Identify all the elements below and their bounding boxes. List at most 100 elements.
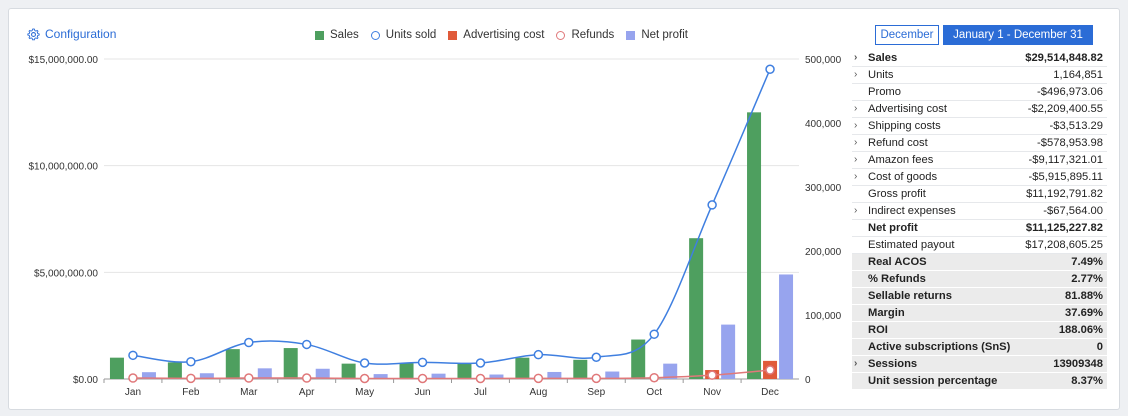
point-units-sold xyxy=(186,356,196,367)
line-units-sold xyxy=(132,68,771,365)
chevron-right-icon[interactable]: › xyxy=(854,69,858,80)
point-units-sold xyxy=(417,357,428,368)
summary-label: Active subscriptions (SnS) xyxy=(868,341,1011,353)
bar-net-profit xyxy=(199,373,214,379)
right-axis-tick-label: 200,000 xyxy=(805,247,842,258)
bar-net-profit xyxy=(605,371,620,379)
legend-refunds[interactable]: Refunds xyxy=(556,29,614,41)
summary-value: -$67,564.00 xyxy=(1043,205,1103,217)
point-units-sold xyxy=(359,358,370,368)
legend-advertising-cost[interactable]: Advertising cost xyxy=(448,29,544,41)
december-button[interactable]: December xyxy=(875,25,939,45)
bar-sales xyxy=(747,112,762,379)
point-units-sold xyxy=(649,329,659,339)
x-axis-tick-label: Jan xyxy=(125,387,141,398)
legend-label-units-sold: Units sold xyxy=(385,29,437,41)
right-axis-tick-label: 500,000 xyxy=(805,55,842,66)
summary-label: Gross profit xyxy=(868,188,926,200)
summary-value: 8.37% xyxy=(1071,375,1103,387)
date-range-button[interactable]: January 1 - December 31 xyxy=(943,25,1093,45)
summary-row[interactable]: › Amazon fees -$9,117,321.01 xyxy=(852,152,1107,169)
x-axis-tick-label: Jun xyxy=(414,387,430,398)
bar-sales xyxy=(341,363,356,379)
legend-swatch-refunds xyxy=(556,30,566,40)
summary-value: 13909348 xyxy=(1053,358,1103,370)
bar-net-profit xyxy=(547,371,562,379)
bar-sales xyxy=(167,362,182,379)
legend-sales[interactable]: Sales xyxy=(315,29,359,41)
configuration-label: Configuration xyxy=(45,27,117,41)
bar-sales xyxy=(689,238,704,379)
x-axis-tick-label: Jul xyxy=(474,387,487,398)
chart-legend: Sales Units sold Advertising cost Refund… xyxy=(315,29,700,41)
summary-value: 37.69% xyxy=(1065,307,1103,319)
chevron-right-icon[interactable]: › xyxy=(854,205,858,216)
x-axis-tick-label: Feb xyxy=(182,387,200,398)
point-refunds xyxy=(301,373,312,383)
summary-label: Promo xyxy=(868,86,901,98)
point-units-sold xyxy=(244,337,254,348)
chevron-right-icon[interactable]: › xyxy=(854,120,858,131)
summary-row: Promo -$496,973.06 xyxy=(852,84,1107,101)
legend-label-sales: Sales xyxy=(330,29,359,41)
point-units-sold xyxy=(533,349,544,360)
summary-value: -$496,973.06 xyxy=(1037,86,1103,98)
dashboard-card: Configuration Sales Units sold Advertisi… xyxy=(8,8,1120,410)
right-axis-tick-label: 100,000 xyxy=(805,311,842,322)
point-refunds xyxy=(128,373,138,383)
x-axis-tick-label: Aug xyxy=(529,387,547,398)
summary-label: Advertising cost xyxy=(868,103,947,115)
summary-value: 81.88% xyxy=(1065,290,1103,302)
x-axis-tick-label: Dec xyxy=(761,387,779,398)
chevron-right-icon[interactable]: › xyxy=(854,154,858,165)
summary-value: 7.49% xyxy=(1071,256,1103,268)
point-refunds xyxy=(765,365,775,375)
chevron-right-icon[interactable]: › xyxy=(854,171,858,182)
chevron-right-icon[interactable]: › xyxy=(854,52,858,63)
point-refunds xyxy=(707,370,717,380)
summary-value: $17,208,605.25 xyxy=(1025,239,1103,251)
summary-row[interactable]: › Sessions 13909348 xyxy=(852,356,1107,373)
summary-row[interactable]: › Sales $29,514,848.82 xyxy=(852,50,1107,67)
legend-label-net-profit: Net profit xyxy=(641,29,688,41)
point-units-sold xyxy=(301,339,312,350)
summary-label: Unit session percentage xyxy=(868,375,998,387)
point-refunds xyxy=(417,373,428,384)
left-axis-tick-label: $15,000,000.00 xyxy=(28,55,98,66)
x-axis-tick-label: Mar xyxy=(240,387,258,398)
summary-row[interactable]: › Shipping costs -$3,513.29 xyxy=(852,118,1107,135)
configuration-link[interactable]: Configuration xyxy=(27,27,116,41)
legend-units-sold[interactable]: Units sold xyxy=(370,29,437,41)
chevron-right-icon[interactable]: › xyxy=(854,103,858,114)
bar-net-profit xyxy=(141,372,156,379)
gear-icon xyxy=(27,28,40,40)
chevron-right-icon[interactable]: › xyxy=(854,358,858,369)
summary-label: Sellable returns xyxy=(868,290,952,302)
summary-value: -$2,209,400.55 xyxy=(1027,103,1103,115)
summary-label: Refund cost xyxy=(868,137,928,149)
point-refunds xyxy=(591,373,602,384)
summary-value: $11,125,227.82 xyxy=(1025,222,1103,234)
bar-net-profit xyxy=(315,368,330,379)
right-axis-tick-label: 400,000 xyxy=(805,119,842,130)
sales-chart: $0.00 $5,000,000.00 $10,000,000.00 $15,000,… xyxy=(28,55,842,398)
summary-row[interactable]: › Advertising cost -$2,209,400.55 xyxy=(852,101,1107,118)
summary-label: ROI xyxy=(868,324,888,336)
chevron-right-icon[interactable]: › xyxy=(854,137,858,148)
summary-row[interactable]: › Units 1,164,851 xyxy=(852,67,1107,84)
bar-net-profit xyxy=(721,324,736,379)
summary-row[interactable]: › Cost of goods -$5,915,895.11 xyxy=(852,169,1107,186)
point-units-sold xyxy=(128,350,138,361)
point-units-sold xyxy=(475,358,486,368)
summary-value: 188.06% xyxy=(1058,324,1103,336)
bar-net-profit xyxy=(373,374,388,379)
right-axis-tick-label: 300,000 xyxy=(805,183,842,194)
summary-value: -$578,953.98 xyxy=(1037,137,1103,149)
summary-table: › Sales $29,514,848.82 › Units 1,164,851 Promo… xyxy=(852,50,1107,390)
summary-value: 2.77% xyxy=(1071,273,1103,285)
point-refunds xyxy=(244,373,254,383)
bar-net-profit xyxy=(431,373,446,379)
summary-row[interactable]: › Refund cost -$578,953.98 xyxy=(852,135,1107,152)
legend-net-profit[interactable]: Net profit xyxy=(626,29,688,41)
summary-row[interactable]: › Indirect expenses -$67,564.00 xyxy=(852,203,1107,220)
